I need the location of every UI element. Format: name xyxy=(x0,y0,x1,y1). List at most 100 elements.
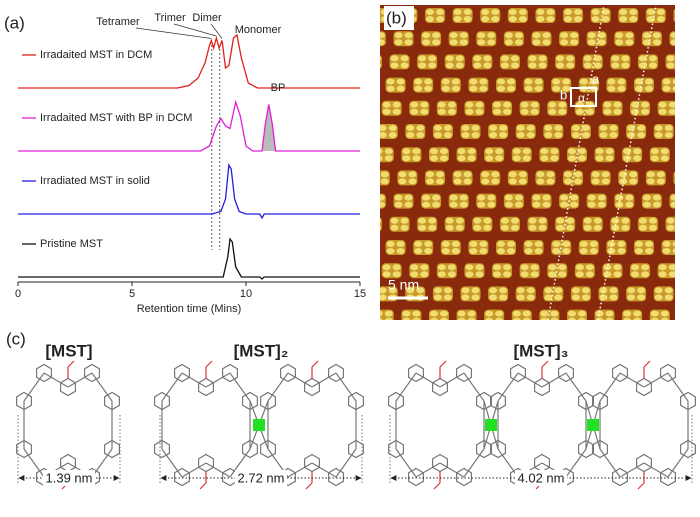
blob-lobe xyxy=(694,218,700,224)
blob-lobe xyxy=(453,16,462,22)
blob-lobe xyxy=(349,202,357,208)
blob-lobe xyxy=(562,78,571,85)
stm-guide xyxy=(597,5,657,320)
blob-body xyxy=(689,240,700,255)
ring xyxy=(154,391,170,411)
blob-lobe xyxy=(558,108,567,115)
blob-lobe xyxy=(686,109,694,115)
blob-lobe xyxy=(538,224,547,231)
molecule-blob xyxy=(677,147,697,162)
blob-lobe xyxy=(420,101,429,108)
blob-lobe xyxy=(672,241,675,247)
blob-lobe xyxy=(441,248,450,254)
blob-lobe xyxy=(656,178,665,185)
blob-lobe xyxy=(520,271,529,278)
molecule-blob xyxy=(511,147,532,163)
blob-lobe xyxy=(443,294,452,301)
panel-label: (c) xyxy=(6,329,26,348)
blob-body xyxy=(334,54,354,69)
bond xyxy=(161,448,183,478)
blob-lobe xyxy=(542,32,551,39)
blob-lobe xyxy=(312,195,320,201)
bond xyxy=(181,372,207,388)
blob-lobe xyxy=(674,172,675,176)
blob-lobe xyxy=(467,310,476,317)
blob-lobe xyxy=(475,264,484,271)
blob-lobe xyxy=(571,294,580,301)
molecule-blob xyxy=(598,286,619,302)
blob-body xyxy=(315,170,335,185)
molecule-blob xyxy=(653,124,674,139)
molecule-blob xyxy=(380,309,394,320)
blob-lobe xyxy=(544,287,553,294)
blob-lobe xyxy=(538,217,547,224)
molecule-blob xyxy=(693,217,700,232)
ring xyxy=(154,439,170,459)
blob-lobe xyxy=(504,39,513,46)
blob-lobe xyxy=(503,108,512,115)
molecule-blob xyxy=(622,147,643,163)
blob-lobe xyxy=(654,294,663,301)
blob-lobe xyxy=(361,132,369,138)
blob-lobe xyxy=(477,201,486,208)
bond xyxy=(335,372,357,402)
blob-lobe xyxy=(633,148,642,155)
blob-body xyxy=(370,333,390,348)
blob-lobe xyxy=(601,16,610,22)
blob-lobe xyxy=(483,224,492,231)
blob-lobe xyxy=(554,125,563,131)
molecule-blob xyxy=(570,124,591,139)
blob-body xyxy=(693,217,700,232)
bond xyxy=(667,448,689,478)
blob-lobe xyxy=(656,16,665,22)
blob-lobe xyxy=(512,310,521,317)
blob-lobe xyxy=(646,9,655,15)
blob-lobe xyxy=(532,32,541,39)
blob-lobe xyxy=(668,101,675,108)
bond xyxy=(267,372,289,402)
blob-lobe xyxy=(316,341,324,347)
molecule-blob xyxy=(551,240,572,255)
blob-lobe xyxy=(453,178,462,185)
blob-lobe xyxy=(585,264,594,271)
blob-lobe xyxy=(469,248,478,254)
blob-lobe xyxy=(524,241,533,247)
blob-lobe xyxy=(619,341,627,347)
blob-lobe xyxy=(650,317,659,320)
molecule-blob xyxy=(634,77,655,93)
blob-lobe xyxy=(331,79,339,85)
ring xyxy=(388,391,404,411)
structure-title: [MST] xyxy=(45,341,92,360)
macrocycle xyxy=(388,360,492,490)
molecule-blob xyxy=(342,8,362,23)
blob-lobe xyxy=(587,201,596,208)
blob-lobe xyxy=(589,248,598,254)
blob-body xyxy=(358,240,378,255)
blob-lobe xyxy=(680,195,688,201)
blob-lobe xyxy=(408,334,416,340)
ring xyxy=(533,377,551,397)
blob-body xyxy=(323,124,343,139)
blob-lobe xyxy=(339,195,347,201)
ring xyxy=(103,391,121,411)
bond xyxy=(229,372,251,402)
blob-lobe xyxy=(441,241,450,247)
blob-lobe xyxy=(633,310,642,317)
blob-lobe xyxy=(696,102,700,108)
blob-lobe xyxy=(629,9,638,15)
blob-lobe xyxy=(308,225,316,231)
stm-image xyxy=(308,5,700,348)
blob-lobe xyxy=(597,39,606,46)
blob-lobe xyxy=(351,125,359,131)
blob-body xyxy=(319,310,339,325)
blob-lobe xyxy=(365,271,373,277)
blob-lobe xyxy=(601,9,610,15)
blob-lobe xyxy=(429,148,438,155)
blob-lobe xyxy=(623,317,632,320)
linker xyxy=(587,419,599,431)
blob-lobe xyxy=(345,62,353,68)
blob-lobe xyxy=(363,62,371,68)
molecule-blob xyxy=(507,8,528,23)
blob-lobe xyxy=(416,125,425,131)
blob-lobe xyxy=(589,78,598,85)
